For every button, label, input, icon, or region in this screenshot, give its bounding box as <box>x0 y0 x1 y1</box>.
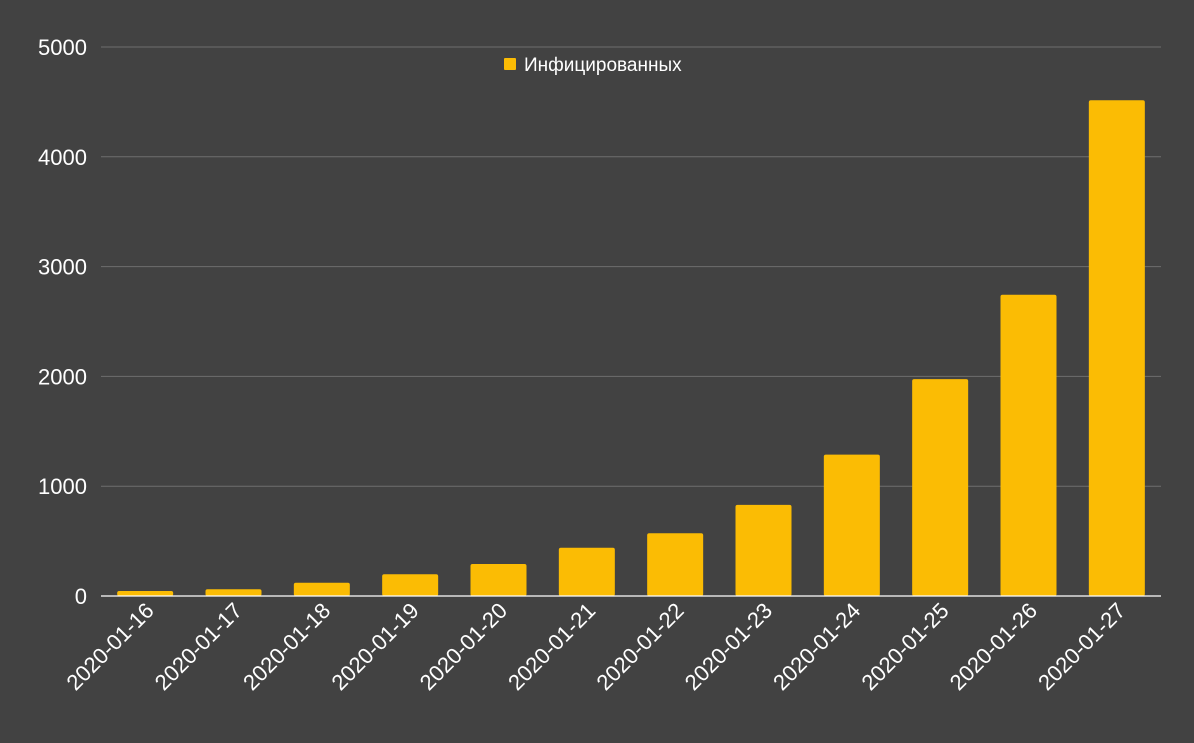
bar <box>205 589 262 596</box>
y-tick-label: 4000 <box>38 145 87 170</box>
legend-swatch <box>504 58 516 70</box>
x-tick-label: 2020-01-22 <box>591 598 688 695</box>
bar <box>823 454 880 596</box>
x-tick-label: 2020-01-23 <box>680 598 777 695</box>
legend: Инфицированных <box>504 55 682 76</box>
bar <box>293 582 350 596</box>
y-tick-label: 0 <box>75 584 87 609</box>
y-axis-tick-labels: 0 1000 2000 3000 4000 5000 <box>38 35 87 609</box>
y-tick-label: 3000 <box>38 255 87 280</box>
bar <box>1088 100 1145 597</box>
bar <box>382 574 439 596</box>
x-tick-label: 2020-01-19 <box>326 598 423 695</box>
bar <box>647 533 704 596</box>
x-tick-label: 2020-01-20 <box>415 598 512 695</box>
gridlines <box>101 46 1161 487</box>
bar <box>912 379 969 596</box>
x-tick-label: 2020-01-18 <box>238 598 335 695</box>
y-tick-label: 1000 <box>38 474 87 499</box>
bar <box>558 547 615 596</box>
x-tick-label: 2020-01-26 <box>945 598 1042 695</box>
x-tick-label: 2020-01-25 <box>856 598 953 695</box>
x-tick-label: 2020-01-24 <box>768 598 865 695</box>
bars <box>117 100 1145 597</box>
y-tick-label: 5000 <box>38 35 87 60</box>
y-tick-label: 2000 <box>38 364 87 389</box>
legend-label: Инфицированных <box>524 55 682 76</box>
x-axis-tick-labels: 2020-01-162020-01-172020-01-182020-01-19… <box>61 598 1130 695</box>
x-tick-label: 2020-01-17 <box>150 598 247 695</box>
bar <box>117 591 174 596</box>
x-tick-label: 2020-01-21 <box>503 598 600 695</box>
bar <box>470 564 527 596</box>
x-tick-label: 2020-01-27 <box>1033 598 1130 695</box>
bar <box>735 504 792 596</box>
bar <box>1000 294 1057 596</box>
x-tick-label: 2020-01-16 <box>61 598 158 695</box>
